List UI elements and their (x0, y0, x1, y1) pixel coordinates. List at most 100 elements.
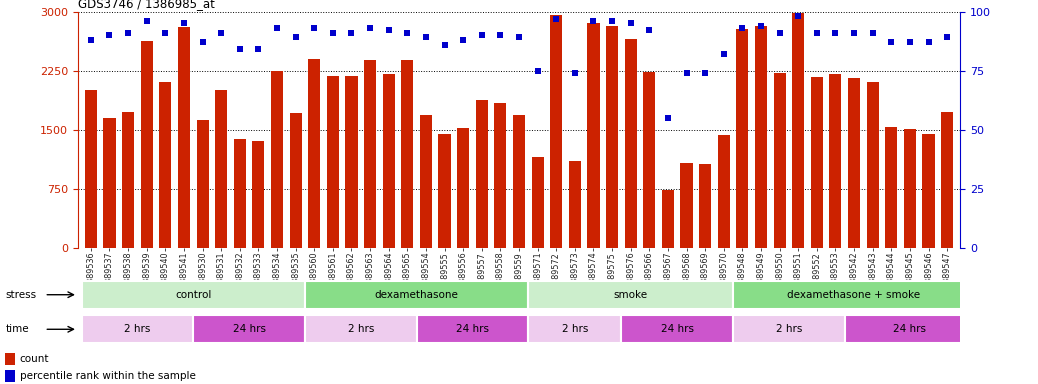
Point (213, 30, 229, 36)
Point (175, 20, 192, 26)
Point (641, 27, 658, 33)
Point (659, 115, 676, 121)
Bar (867, 83, 879, 248)
Bar (82, 281, 305, 309)
Point (865, 30, 881, 36)
Point (529, 68, 546, 74)
Point (548, 15, 565, 22)
Text: 24 hrs: 24 hrs (661, 324, 693, 334)
Point (436, 41, 453, 48)
Point (883, 39, 900, 45)
Bar (845, 316, 975, 343)
Point (492, 32, 509, 38)
Bar (82, 316, 193, 343)
Point (231, 46, 248, 52)
Point (362, 25, 379, 31)
Bar (531, 157, 544, 248)
Bar (5, 370, 15, 382)
Text: GDS3746 / 1386985_at: GDS3746 / 1386985_at (78, 0, 215, 10)
Bar (177, 27, 190, 248)
Bar (85, 90, 97, 248)
Point (250, 46, 267, 52)
Bar (811, 77, 823, 248)
Point (119, 30, 136, 36)
Bar (420, 116, 432, 248)
Point (585, 18, 602, 24)
Text: 2 hrs: 2 hrs (348, 324, 374, 334)
Bar (717, 135, 730, 248)
Bar (402, 60, 413, 248)
Text: dexamethasone + smoke: dexamethasone + smoke (788, 290, 921, 300)
Point (696, 70, 713, 76)
Point (83, 37, 100, 43)
Bar (416, 316, 528, 343)
Text: 2 hrs: 2 hrs (125, 324, 151, 334)
Text: dexamethasone: dexamethasone (375, 290, 459, 300)
Bar (733, 281, 975, 309)
Point (678, 70, 694, 76)
Text: 24 hrs: 24 hrs (456, 324, 489, 334)
Text: 2 hrs: 2 hrs (775, 324, 802, 334)
Bar (305, 316, 416, 343)
Bar (193, 316, 305, 343)
Bar (569, 161, 581, 248)
Bar (346, 76, 357, 248)
Point (938, 35, 955, 41)
Bar (308, 59, 321, 248)
Bar (494, 103, 507, 248)
Bar (104, 118, 115, 248)
Point (325, 30, 342, 36)
Point (101, 32, 117, 38)
Text: 24 hrs: 24 hrs (894, 324, 926, 334)
Bar (159, 83, 171, 248)
Bar (364, 60, 376, 248)
Bar (941, 112, 953, 248)
Point (269, 25, 285, 31)
Point (921, 39, 937, 45)
Bar (848, 78, 861, 248)
Bar (755, 26, 767, 248)
Point (790, 13, 807, 19)
Text: 24 hrs: 24 hrs (233, 324, 266, 334)
Bar (475, 100, 488, 248)
Point (771, 30, 788, 36)
Point (809, 30, 825, 36)
Point (455, 37, 471, 43)
Bar (681, 163, 692, 248)
Point (399, 30, 415, 36)
Bar (588, 23, 600, 248)
Text: count: count (20, 354, 49, 364)
Point (380, 27, 397, 33)
Point (567, 70, 583, 76)
Point (473, 32, 490, 38)
Text: 2 hrs: 2 hrs (562, 324, 589, 334)
Bar (215, 90, 227, 248)
Bar (662, 190, 674, 248)
Point (623, 20, 639, 26)
Bar (271, 71, 283, 248)
Point (344, 30, 360, 36)
Bar (885, 127, 897, 248)
Bar (305, 281, 528, 309)
Point (417, 35, 434, 41)
Point (194, 39, 211, 45)
Bar (438, 134, 450, 248)
Bar (923, 134, 934, 248)
Point (715, 51, 732, 57)
Point (902, 39, 919, 45)
Text: smoke: smoke (613, 290, 648, 300)
Bar (528, 316, 622, 343)
Bar (644, 72, 655, 248)
Point (753, 23, 769, 29)
Text: percentile rank within the sample: percentile rank within the sample (20, 371, 195, 381)
Bar (904, 129, 916, 248)
Bar (699, 164, 711, 248)
Bar (513, 116, 525, 248)
Bar (122, 112, 134, 248)
Bar (196, 120, 209, 248)
Bar (736, 29, 748, 248)
Point (511, 35, 527, 41)
Bar (327, 76, 339, 248)
Bar (5, 353, 15, 365)
Point (827, 30, 844, 36)
